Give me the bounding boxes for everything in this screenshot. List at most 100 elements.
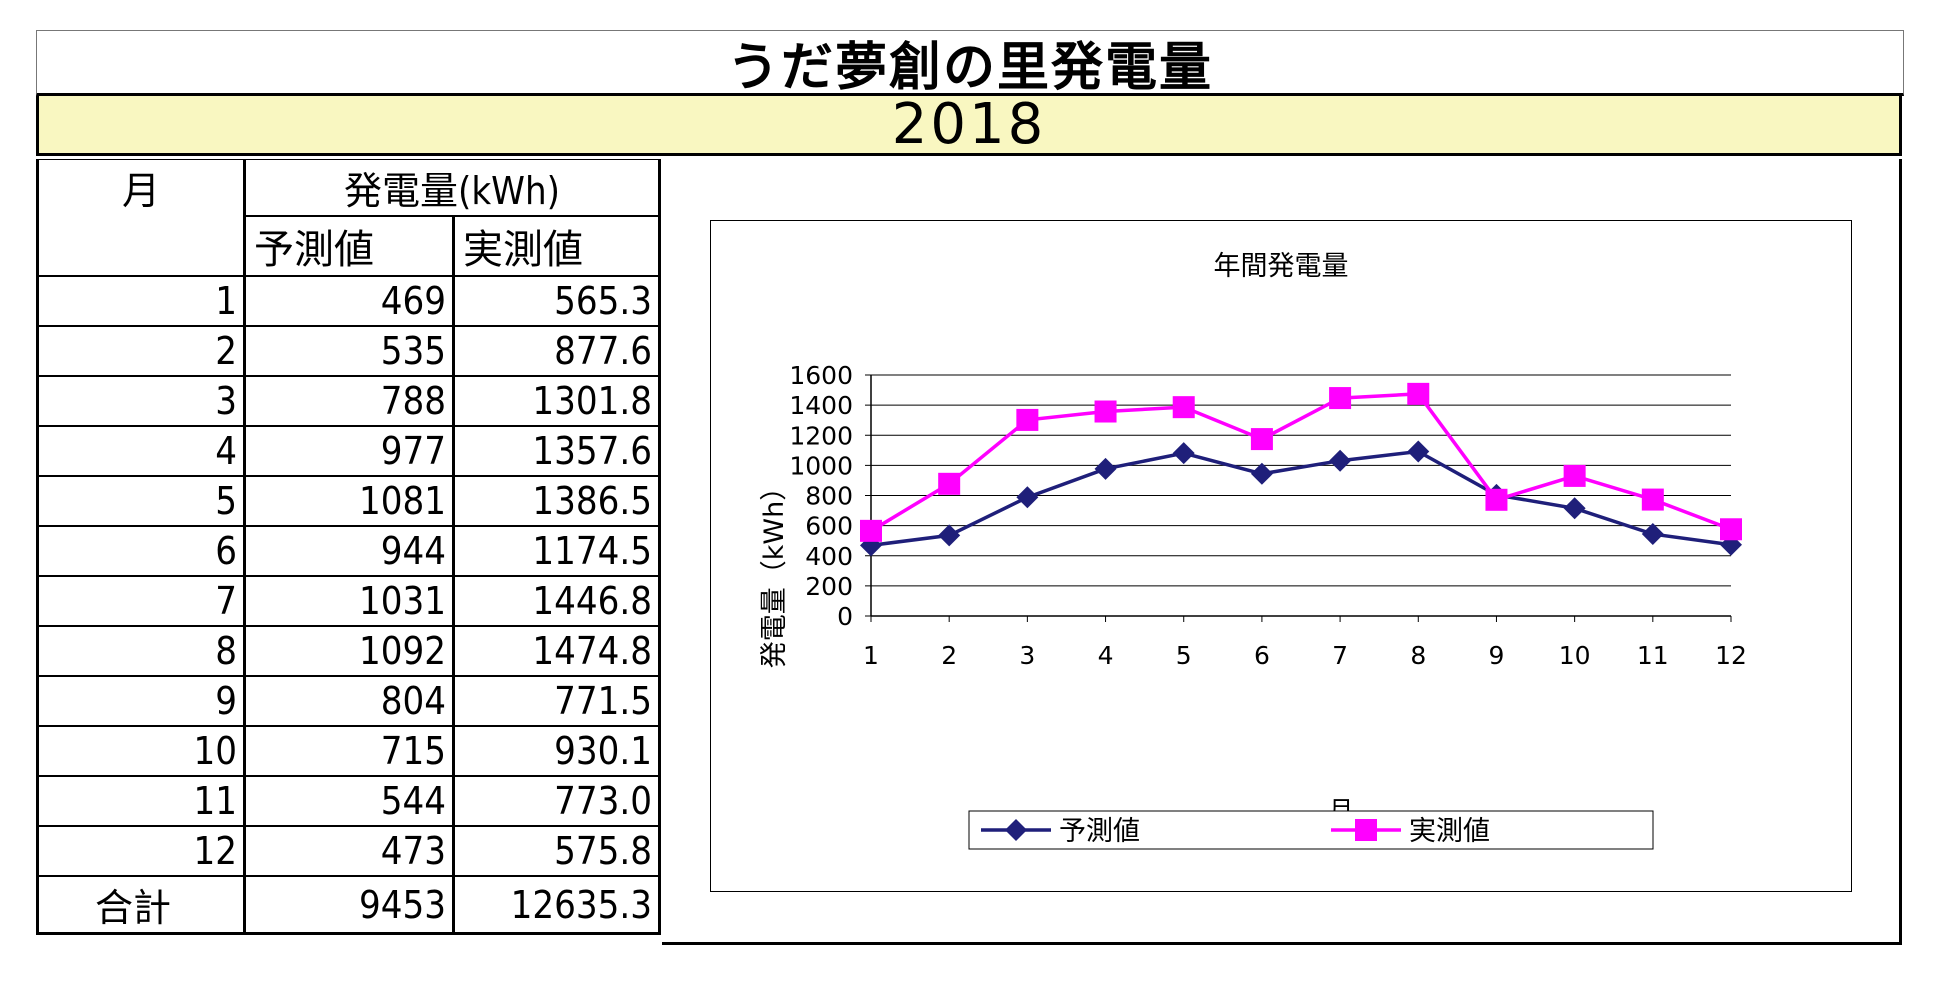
y-tick-label: 1600 bbox=[789, 361, 853, 390]
x-tick-label: 10 bbox=[1559, 641, 1591, 670]
y-tick-label: 1200 bbox=[789, 421, 853, 450]
data-point bbox=[1720, 518, 1742, 541]
total-row: 合計 9453 12635.3 bbox=[36, 875, 661, 935]
cell-month: 11 bbox=[36, 775, 246, 827]
cell-predicted: 944 bbox=[244, 525, 455, 577]
table-row: 3 788 1301.8 bbox=[36, 375, 661, 427]
cell-month: 5 bbox=[36, 475, 246, 527]
y-tick-label: 200 bbox=[805, 572, 853, 601]
series-line-1 bbox=[870, 449, 1732, 548]
cell-month: 10 bbox=[36, 725, 246, 777]
data-point bbox=[938, 472, 961, 495]
cell-predicted: 788 bbox=[244, 375, 455, 427]
data-point bbox=[1016, 486, 1039, 509]
table-row: 7 1031 1446.8 bbox=[36, 575, 661, 627]
data-point bbox=[1094, 400, 1117, 423]
month-header: 月 bbox=[36, 159, 246, 277]
y-tick-label: 1400 bbox=[789, 391, 853, 420]
year-banner: 2018 bbox=[36, 92, 1902, 157]
predicted-header: 予測値 bbox=[244, 215, 455, 277]
x-tick-label: 7 bbox=[1332, 641, 1348, 670]
legend: 予測値 実測値 bbox=[968, 810, 1654, 850]
cell-predicted: 535 bbox=[244, 325, 455, 377]
data-point bbox=[1016, 408, 1039, 431]
chart-area bbox=[662, 159, 1902, 945]
data-point bbox=[938, 524, 961, 547]
total-actual: 12635.3 bbox=[453, 875, 661, 935]
data-point bbox=[1641, 488, 1664, 511]
y-axis-label: 発電量（kWh） bbox=[759, 474, 790, 668]
x-tick-label: 2 bbox=[941, 641, 957, 670]
cell-actual: 1446.8 bbox=[453, 575, 661, 627]
cell-month: 9 bbox=[36, 675, 246, 727]
sheet-title: うだ夢創の里発電量 bbox=[36, 30, 1904, 98]
table-row: 10 715 930.1 bbox=[36, 725, 661, 777]
cell-actual: 1301.8 bbox=[453, 375, 661, 427]
y-tick-label: 400 bbox=[805, 542, 853, 571]
x-tick-label: 8 bbox=[1410, 641, 1426, 670]
gridlines bbox=[865, 374, 1732, 622]
cell-predicted: 1031 bbox=[244, 575, 455, 627]
cell-predicted: 544 bbox=[244, 775, 455, 827]
y-tick-label: 600 bbox=[805, 512, 853, 541]
x-tick-label: 12 bbox=[1715, 641, 1747, 670]
y-tick-label: 800 bbox=[805, 482, 853, 511]
data-point bbox=[1250, 462, 1273, 485]
data-point bbox=[1329, 387, 1352, 410]
generation-table: 月 発電量(kWh) 予測値 実測値 1 469 565.3 2 535 877.6 3 78… bbox=[36, 159, 661, 935]
data-point bbox=[1094, 457, 1117, 480]
series-layer bbox=[860, 382, 1742, 557]
data-point bbox=[1563, 464, 1586, 487]
y-tick-label: 1000 bbox=[789, 451, 853, 480]
cell-actual: 1386.5 bbox=[453, 475, 661, 527]
table-row: 8 1092 1474.8 bbox=[36, 625, 661, 677]
cell-month: 12 bbox=[36, 825, 246, 877]
cell-predicted: 977 bbox=[244, 425, 455, 477]
x-tick-label: 1 bbox=[863, 641, 879, 670]
cell-predicted: 1092 bbox=[244, 625, 455, 677]
x-tick-label: 4 bbox=[1098, 641, 1114, 670]
series-line-2 bbox=[870, 392, 1732, 533]
generation-group-header: 発電量(kWh) bbox=[244, 159, 661, 217]
data-point bbox=[1250, 428, 1273, 451]
cell-predicted: 469 bbox=[244, 275, 455, 327]
x-tick-label: 9 bbox=[1489, 641, 1505, 670]
actual-header: 実測値 bbox=[453, 215, 661, 277]
cell-actual: 1174.5 bbox=[453, 525, 661, 577]
x-tick-label: 11 bbox=[1637, 641, 1669, 670]
cell-month: 3 bbox=[36, 375, 246, 427]
table-row: 5 1081 1386.5 bbox=[36, 475, 661, 527]
cell-actual: 1474.8 bbox=[453, 625, 661, 677]
cell-month: 7 bbox=[36, 575, 246, 627]
table-row: 4 977 1357.6 bbox=[36, 425, 661, 477]
data-point bbox=[860, 519, 882, 542]
y-tick-label: 0 bbox=[837, 602, 853, 631]
table-row: 1 469 565.3 bbox=[36, 275, 661, 327]
cell-actual: 565.3 bbox=[453, 275, 661, 327]
legend-label: 予測値 bbox=[1059, 816, 1140, 847]
x-tick-labels: 1 2 3 4 5 6 7 8 9 10 11 12 bbox=[863, 641, 1747, 670]
chart-title: 年間発電量 bbox=[1214, 251, 1349, 282]
data-point bbox=[1329, 449, 1352, 472]
cell-month: 8 bbox=[36, 625, 246, 677]
table-row: 6 944 1174.5 bbox=[36, 525, 661, 577]
table-row: 12 473 575.8 bbox=[36, 825, 661, 877]
cell-actual: 771.5 bbox=[453, 675, 661, 727]
table-row: 2 535 877.6 bbox=[36, 325, 661, 377]
data-point bbox=[1172, 396, 1195, 419]
data-point bbox=[1485, 488, 1508, 511]
cell-actual: 773.0 bbox=[453, 775, 661, 827]
x-tick-label: 3 bbox=[1019, 641, 1035, 670]
data-point bbox=[1172, 442, 1195, 465]
data-point bbox=[1641, 523, 1664, 546]
cell-actual: 877.6 bbox=[453, 325, 661, 377]
legend-marker bbox=[1355, 819, 1377, 841]
cell-actual: 930.1 bbox=[453, 725, 661, 777]
data-point bbox=[1563, 497, 1586, 520]
cell-predicted: 1081 bbox=[244, 475, 455, 527]
legend-marker bbox=[1005, 819, 1027, 841]
data-point bbox=[1407, 440, 1430, 463]
